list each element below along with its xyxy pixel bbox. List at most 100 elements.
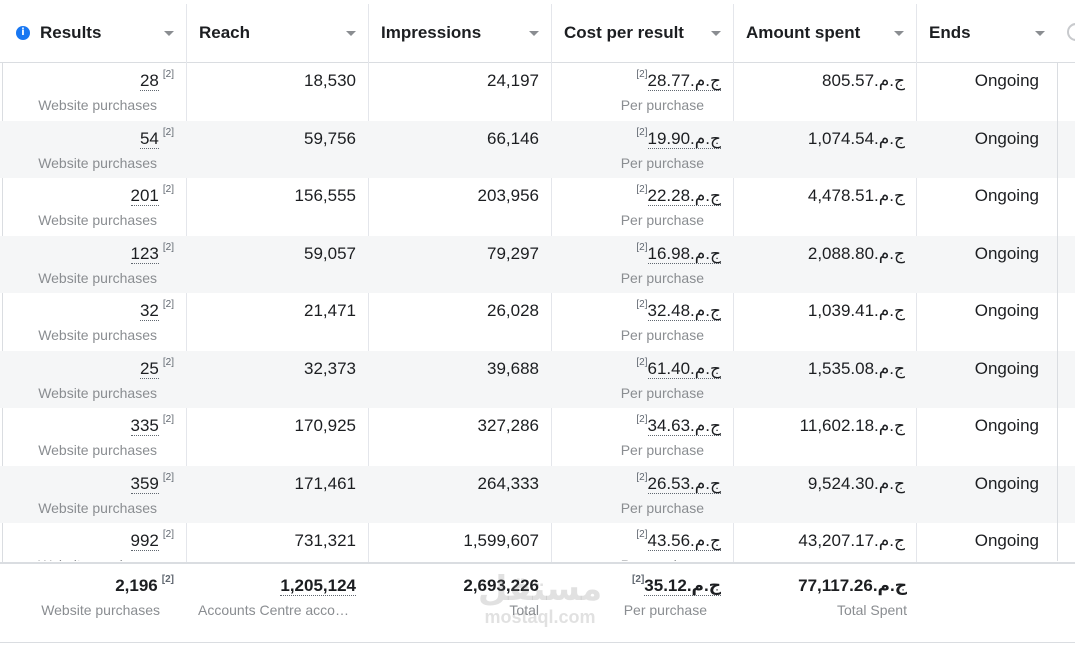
cost-link[interactable]: ج.م.16.98 [647, 243, 721, 264]
results-link[interactable]: 335 [130, 416, 159, 436]
cost-link[interactable]: ج.م.32.48 [647, 301, 721, 321]
cost-link[interactable]: ج.م.61.40 [647, 358, 721, 379]
table-row[interactable]: 359 [2] Website purchases 171,461 264,333 ج.م… [0, 465, 1075, 523]
cell-amount: ج.م.9,524.30 [733, 466, 916, 523]
cost-value[interactable]: ج.م.26.53[2] [632, 472, 721, 494]
results-link[interactable]: 359 [130, 473, 159, 494]
results-value[interactable]: 359 [2] [130, 472, 174, 494]
results-link[interactable]: 992 [130, 531, 159, 551]
results-link[interactable]: 28 [139, 71, 159, 91]
cost-value[interactable]: ج.م.16.98[2] [632, 241, 721, 264]
reach-value: 156,555 [294, 186, 356, 205]
table-row[interactable]: 32 [2] Website purchases 21,471 26,028 ج.م.32… [0, 293, 1075, 351]
column-header-label: Impressions [381, 23, 482, 42]
cost-link[interactable]: ج.م.43.56 [647, 531, 721, 551]
cell-ends: Ongoing [916, 523, 1057, 561]
cell-results: 335 [2] Website purchases [0, 408, 186, 465]
cost-value[interactable]: ج.م.34.63[2] [632, 414, 721, 436]
footnote-marker: [2] [162, 356, 174, 368]
footnote-marker: [2] [632, 574, 645, 585]
results-link[interactable]: 201 [130, 186, 159, 206]
column-header-amount-spent[interactable]: Amount spent [733, 4, 916, 62]
table-body: 28 [2] Website purchases 18,530 24,197 ج.م.28… [0, 63, 1075, 561]
table-row[interactable]: 28 [2] Website purchases 18,530 24,197 ج.م.28… [0, 63, 1075, 121]
results-value[interactable]: 32 [2] [139, 299, 174, 321]
amount-value: ج.م.1,039.41 [807, 301, 905, 320]
results-value[interactable]: 201 [2] [130, 184, 174, 206]
cost-link[interactable]: ج.م.34.63 [647, 416, 721, 436]
footnote-marker: [2] [161, 574, 174, 585]
cost-link[interactable]: ج.م.26.53 [647, 473, 721, 494]
results-subtitle: Website purchases [38, 97, 157, 113]
cell-impressions: 1,599,607 [368, 523, 551, 561]
cost-link[interactable]: ج.م.19.90 [647, 128, 721, 149]
cost-value[interactable]: ج.م.19.90[2] [632, 126, 721, 149]
total-results-value: 2,196 [2] [115, 574, 174, 595]
cell-cost: ج.م.43.56[2] Per purchase [551, 523, 733, 561]
chevron-down-icon[interactable] [346, 31, 356, 36]
results-link[interactable]: 32 [139, 301, 159, 321]
cost-link[interactable]: ج.م.22.28 [647, 186, 721, 206]
column-header-impressions[interactable]: Impressions [368, 4, 551, 62]
table-row[interactable]: 335 [2] Website purchases 170,925 327,286 ج.م… [0, 408, 1075, 466]
column-header-label: Reach [199, 23, 251, 42]
column-divider [551, 4, 552, 642]
ends-value: Ongoing [974, 358, 1039, 378]
results-value[interactable]: 25 [2] [139, 356, 174, 379]
cell-reach: 156,555 [186, 178, 368, 235]
results-value[interactable]: 123 [2] [130, 242, 174, 264]
footnote-marker: [2] [636, 241, 648, 253]
results-value[interactable]: 28 [2] [139, 69, 174, 91]
cell-amount: ج.م.43,207.17 [733, 523, 916, 561]
cost-link[interactable]: ج.م.28.77 [647, 71, 721, 91]
cost-value[interactable]: ج.م.32.48[2] [632, 299, 721, 321]
cell-amount: ج.م.11,602.18 [733, 408, 916, 465]
cost-subtitle: Per purchase [620, 499, 704, 516]
table-row[interactable]: 992[2]Website purchases731,3211,599,607ج… [0, 523, 1075, 561]
column-settings[interactable] [1057, 4, 1075, 62]
cost-value[interactable]: ج.م.22.28[2] [632, 184, 721, 206]
table-header: i Results Reach Impressions Cost per res… [0, 4, 1075, 63]
cell-ends: Ongoing [916, 351, 1057, 408]
cost-value[interactable]: ج.م.28.77[2] [632, 69, 721, 91]
results-value[interactable]: 992 [2] [130, 529, 174, 551]
total-cost-per-result: ج.م.35.12[2] Per purchase [551, 564, 733, 642]
info-icon[interactable]: i [16, 26, 30, 40]
impressions-value: 79,297 [487, 243, 539, 263]
total-reach-value[interactable]: 1,205,124 [280, 576, 356, 596]
column-header-ends[interactable]: Ends [916, 4, 1057, 62]
cost-value[interactable]: ج.م.43.56[2] [632, 529, 721, 551]
total-impressions-label: Total [509, 602, 539, 618]
reach-value: 59,057 [304, 243, 356, 263]
footnote-marker: [2] [636, 126, 648, 138]
table-row[interactable]: 25 [2] Website purchases 32,373 39,688 ج.م.61… [0, 350, 1075, 408]
results-value[interactable]: 335 [2] [130, 414, 174, 436]
gear-icon[interactable] [1067, 23, 1075, 41]
results-value[interactable]: 54 [2] [139, 127, 174, 149]
results-link[interactable]: 123 [130, 243, 159, 264]
footnote-marker: [2] [162, 414, 174, 425]
chevron-down-icon[interactable] [164, 31, 174, 36]
results-link[interactable]: 25 [139, 358, 159, 379]
cost-value[interactable]: ج.م.61.40[2] [632, 357, 721, 379]
table-row[interactable]: 54 [2] Website purchases 59,756 66,146 ج.م.19… [0, 120, 1075, 178]
chevron-down-icon[interactable] [1035, 31, 1045, 36]
cell-reach: 59,057 [186, 236, 368, 293]
results-subtitle: Website purchases [38, 154, 157, 171]
total-cost-value[interactable]: ج.م.35.12[2] [632, 574, 721, 596]
column-header-results[interactable]: i Results [0, 4, 186, 62]
results-link[interactable]: 54 [139, 128, 159, 149]
column-header-reach[interactable]: Reach [186, 4, 368, 62]
footnote-marker: [2] [636, 69, 648, 80]
chevron-down-icon[interactable] [894, 31, 904, 36]
chevron-down-icon[interactable] [711, 31, 721, 36]
table-row[interactable]: 123 [2] Website purchases 59,057 79,297 ج.م.1… [0, 235, 1075, 293]
table-row[interactable]: 201 [2] Website purchases 156,555 203,956 ج.م… [0, 178, 1075, 236]
chevron-down-icon[interactable] [529, 31, 539, 36]
footnote-marker: [2] [636, 529, 648, 540]
cell-results: 25 [2] Website purchases [0, 351, 186, 408]
footnote-marker: [2] [162, 69, 174, 80]
cell-impressions: 39,688 [368, 351, 551, 408]
column-header-cost-per-result[interactable]: Cost per result [551, 4, 733, 62]
